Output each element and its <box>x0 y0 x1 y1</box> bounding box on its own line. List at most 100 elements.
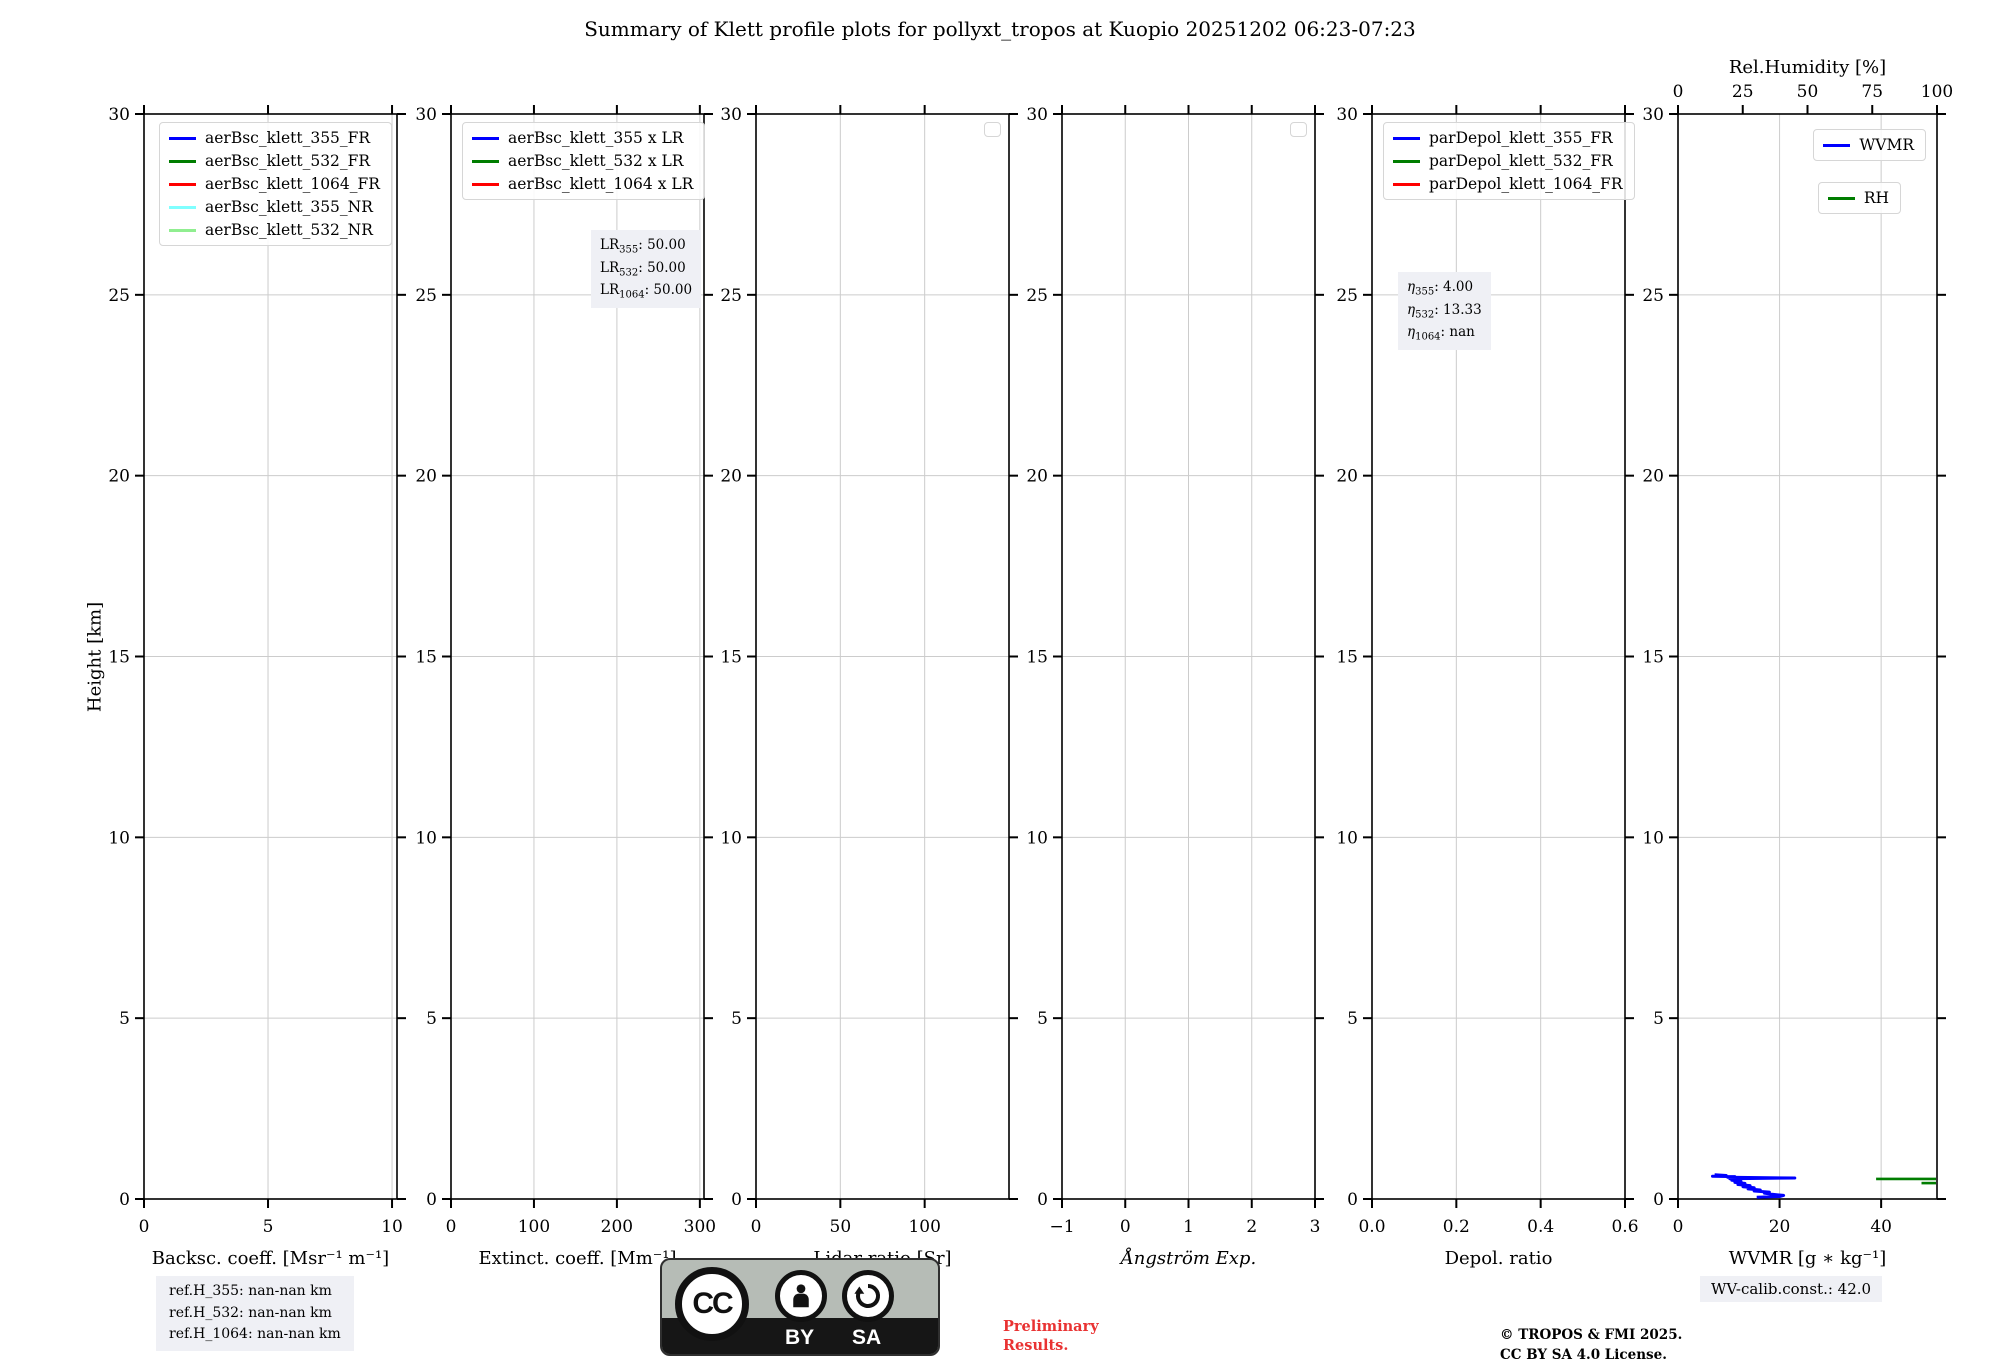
x-tick-label: 2 <box>1246 1217 1257 1237</box>
y-tick-label: 10 <box>415 828 437 848</box>
legend-entry: aerBsc_klett_1064 x LR <box>472 175 693 193</box>
y-tick-label: 20 <box>1026 467 1048 487</box>
x-tick-label: 300 <box>684 1217 716 1237</box>
x-tick-label: 10 <box>381 1217 403 1237</box>
series-WVMR <box>1711 1173 1797 1199</box>
y-tick-label: 30 <box>720 105 742 125</box>
y-tick-label: 30 <box>108 105 130 125</box>
y-tick-label: 25 <box>1642 286 1664 306</box>
y-tick-label: 10 <box>720 828 742 848</box>
annotation-box: LR355: 50.00 LR532: 50.00 LR1064: 50.00 <box>591 230 702 309</box>
y-tick-label: 25 <box>1336 286 1358 306</box>
x-axis-label: Extinct. coeff. [Mm⁻¹] <box>478 1248 677 1269</box>
x-tick-label: 0.2 <box>1443 1217 1470 1237</box>
x-tick-label: −1 <box>1049 1217 1074 1237</box>
legend-label: aerBsc_klett_532 x LR <box>508 152 684 170</box>
x-tick-label: 0 <box>1120 1217 1131 1237</box>
x-axis-label: Ångström Exp. <box>1120 1248 1257 1269</box>
plot-canvas-backscatter: 0 5 10 0 5 10 15 20 25 30 <box>108 105 406 1237</box>
x-tick-label: 0.4 <box>1527 1217 1554 1237</box>
legend-entry: aerBsc_klett_532_NR <box>169 221 380 239</box>
legend-label: parDepol_klett_1064_FR <box>1429 175 1623 193</box>
annotation-line: LR355: 50.00 <box>600 237 686 256</box>
y-tick-label: 10 <box>1336 828 1358 848</box>
x-axis-label: WVMR [g ∗ kg⁻¹] <box>1728 1248 1887 1269</box>
y-tick-label: 25 <box>720 286 742 306</box>
x-tick-label: 50 <box>830 1217 852 1237</box>
plot-canvas-lidar-ratio: 0 50 100 0 5 10 15 20 25 30 <box>720 105 1018 1237</box>
x-tick-label: 0.0 <box>1358 1217 1385 1237</box>
ref-h-355: ref.H_355: nan-nan km <box>169 1283 332 1299</box>
x-tick-label: 0 <box>1673 1217 1684 1237</box>
y-tick-label: 5 <box>426 1009 437 1029</box>
y-axis-label: Height [km] <box>84 601 106 713</box>
x-tick-label: 100 <box>908 1217 940 1237</box>
x-tick-label: 100 <box>518 1217 550 1237</box>
legend-line-red <box>1393 182 1420 186</box>
y-tick-label: 5 <box>1653 1009 1664 1029</box>
x-tick-label: 0.6 <box>1611 1217 1638 1237</box>
y-tick-label: 0 <box>1037 1190 1048 1210</box>
y-tick-label: 15 <box>415 648 437 668</box>
top-tick-label: 50 <box>1797 82 1819 102</box>
legend-label: aerBsc_klett_532_NR <box>205 221 373 239</box>
ref-h-532: ref.H_532: nan-nan km <box>169 1304 332 1321</box>
x-tick-label: 5 <box>263 1217 274 1237</box>
y-tick-label: 15 <box>1336 648 1358 668</box>
top-tick-label: 25 <box>1732 82 1754 102</box>
y-tick-label: 5 <box>1347 1009 1358 1029</box>
wv-calib-annotation: WV-calib.const.: 42.0 <box>1700 1276 1883 1302</box>
legend: WVMR <box>1813 129 1926 161</box>
y-tick-label: 15 <box>1642 648 1664 668</box>
legend-label: aerBsc_klett_355_NR <box>205 198 373 216</box>
legend-entry: aerBsc_klett_355 x LR <box>472 129 693 147</box>
x-tick-label: 3 <box>1310 1217 1321 1237</box>
cc-sa-arrow-icon <box>842 1270 894 1322</box>
subplot-backscatter: 0 5 10 0 5 10 15 20 25 30 Backsc. coeff. [Msr⁻¹ m⁻… <box>108 105 406 1269</box>
subplot-wvmr: 0 20 40 0 5 10 15 20 25 30 0 25 50 75 100 Rel.Humidity … <box>1642 57 1953 1269</box>
annotation-box: η355: 4.00 η532: 13.33 η1064: nan <box>1398 272 1491 351</box>
cc-by-sa-badge: CC BY SA <box>660 1258 940 1356</box>
legend <box>1290 122 1307 137</box>
legend-line-red <box>472 182 499 186</box>
legend-entry: RH <box>1827 189 1889 207</box>
subplot-depol-ratio: 0.0 0.2 0.4 0.6 0 5 10 15 20 25 30 Depol. ratio parD… <box>1336 105 1639 1269</box>
legend-entry: aerBsc_klett_355_FR <box>169 129 380 147</box>
legend-label: aerBsc_klett_355 x LR <box>508 129 684 147</box>
y-tick-label: 10 <box>108 828 130 848</box>
top-tick-label: 0 <box>1673 82 1684 102</box>
legend-line-blue <box>1393 136 1420 140</box>
legend-label: aerBsc_klett_1064 x LR <box>508 175 694 193</box>
plot-canvas-extinction: 0 100 200 300 0 5 10 15 20 25 30 <box>415 105 716 1237</box>
y-tick-label: 0 <box>731 1190 742 1210</box>
legend-entry: parDepol_klett_355_FR <box>1393 129 1623 147</box>
legend: parDepol_klett_355_FR parDepol_klett_532_… <box>1383 122 1635 200</box>
x-tick-label: 0 <box>139 1217 150 1237</box>
legend-entry: parDepol_klett_532_FR <box>1393 152 1623 170</box>
annotation-line: η1064: nan <box>1407 324 1475 344</box>
annotation-line: η355: 4.00 <box>1407 279 1474 298</box>
legend-entry: aerBsc_klett_532_FR <box>169 152 380 170</box>
y-tick-label: 5 <box>731 1009 742 1029</box>
y-tick-label: 10 <box>1642 828 1664 848</box>
preliminary-results-note: Preliminary Results. <box>1003 1318 1099 1354</box>
y-tick-label: 5 <box>1037 1009 1048 1029</box>
legend-entry: aerBsc_klett_355_NR <box>169 198 380 216</box>
legend-label: aerBsc_klett_532_FR <box>205 152 371 170</box>
legend-label: aerBsc_klett_355_FR <box>205 129 371 147</box>
y-tick-label: 20 <box>720 467 742 487</box>
y-tick-label: 30 <box>415 105 437 125</box>
x-axis-label: Depol. ratio <box>1444 1248 1553 1269</box>
annotation-line: LR1064: 50.00 <box>600 282 693 302</box>
y-tick-label: 25 <box>108 286 130 306</box>
y-tick-label: 20 <box>1336 467 1358 487</box>
x-tick-label: 20 <box>1769 1217 1791 1237</box>
legend-line-cyan <box>169 205 196 209</box>
y-tick-label: 0 <box>426 1190 437 1210</box>
legend-line-red <box>169 182 196 186</box>
x-tick-label: 1 <box>1183 1217 1194 1237</box>
top-tick-label: 100 <box>1921 82 1953 102</box>
x-axis-label: Backsc. coeff. [Msr⁻¹ m⁻¹] <box>151 1248 390 1269</box>
